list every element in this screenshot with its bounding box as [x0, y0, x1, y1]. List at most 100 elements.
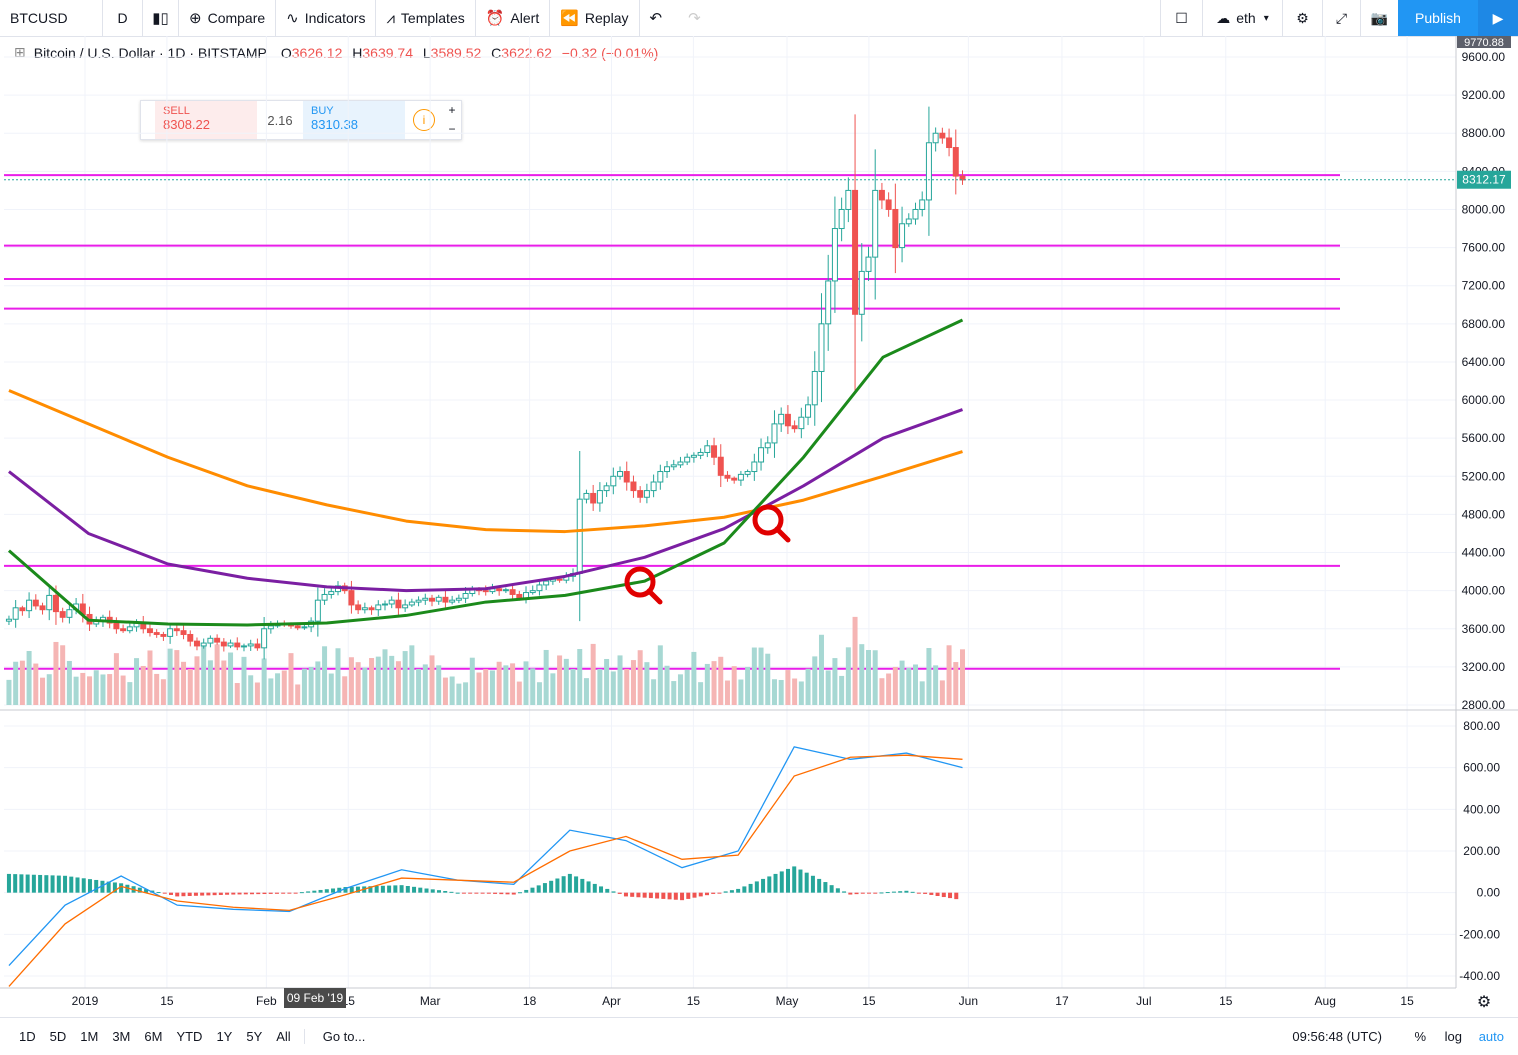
range-button-1m[interactable]: 1M — [80, 1029, 99, 1044]
plus-circle-icon: ⊕ — [189, 10, 202, 27]
snapshot-button[interactable]: 📷 — [1360, 0, 1398, 36]
macd-tick-label: 0.00 — [1477, 886, 1501, 900]
macd-histogram-bar — [642, 892, 647, 898]
candle-body — [637, 490, 644, 498]
macd-histogram-bar — [754, 881, 759, 893]
volume-bar — [342, 676, 348, 705]
candle-body — [5, 618, 12, 622]
settings-button[interactable]: ⚙ — [1282, 0, 1322, 36]
candle-body — [925, 142, 932, 201]
stream-button[interactable]: ▶ — [1478, 0, 1518, 36]
macd-histogram-bar — [418, 887, 423, 893]
candle-body — [529, 590, 536, 594]
macd-histogram-bar — [773, 873, 778, 893]
range-button-6m[interactable]: 6M — [144, 1029, 163, 1044]
legend-collapse-icon[interactable]: ⊞ — [14, 44, 26, 60]
alert-button[interactable]: ⏰ Alert — [476, 0, 551, 36]
range-button-5y[interactable]: 5Y — [246, 1029, 263, 1044]
templates-button[interactable]: ⩘ Templates — [376, 0, 476, 36]
info-icon[interactable]: i — [413, 109, 435, 131]
fullscreen-button[interactable]: ⤢ — [1322, 0, 1360, 36]
macd-histogram-bar — [6, 873, 11, 893]
percent-toggle[interactable]: % — [1414, 1029, 1426, 1044]
fullscreen-square-button[interactable]: ☐ — [1160, 0, 1202, 36]
macd-histogram-bar — [848, 892, 853, 895]
log-toggle[interactable]: log — [1445, 1029, 1462, 1044]
macd-histogram-bar — [137, 887, 142, 893]
volume-bar — [886, 673, 892, 705]
zoom-in-icon[interactable]: + — [448, 103, 456, 117]
candle-body — [610, 475, 617, 487]
macd-histogram-bar — [50, 875, 55, 893]
volume-bar — [355, 662, 361, 705]
publish-button[interactable]: Publish — [1398, 0, 1478, 36]
time-tick-label: 15 — [1400, 994, 1414, 1008]
magnifier-icon — [624, 566, 656, 598]
undo-button[interactable]: ↶ — [640, 0, 679, 36]
range-button-1y[interactable]: 1Y — [216, 1029, 233, 1044]
replay-button[interactable]: ⏪ Replay — [550, 0, 640, 36]
volume-bar — [604, 658, 610, 705]
symbol-search[interactable]: BTCUSD — [0, 0, 103, 36]
range-button-5d[interactable]: 5D — [49, 1029, 67, 1044]
compare-button[interactable]: ⊕ Compare — [179, 0, 277, 36]
candle-body — [865, 256, 872, 272]
buy-button[interactable]: BUY 8310.38 — [303, 101, 405, 139]
candle-body — [543, 580, 550, 586]
range-button-3m[interactable]: 3M — [112, 1029, 131, 1044]
goto-button[interactable]: Go to... — [303, 1029, 373, 1044]
macd-tick-label: -200.00 — [1459, 927, 1500, 941]
camera-icon: 📷 — [1370, 9, 1389, 26]
buy-label: BUY — [311, 105, 334, 117]
volume-bar — [758, 647, 764, 705]
sell-button[interactable]: SELL 8308.22 — [155, 101, 257, 139]
macd-histogram-bar — [711, 892, 716, 894]
macd-histogram-bar — [904, 890, 909, 893]
candle-body — [778, 413, 785, 425]
macd-histogram-bar — [785, 868, 790, 893]
ma50-line — [7, 318, 964, 627]
auto-toggle[interactable]: auto — [1479, 1029, 1504, 1044]
candle-body — [214, 637, 221, 643]
top-price-badge — [1457, 36, 1511, 48]
candle-body — [509, 589, 516, 595]
volume-bar — [644, 662, 650, 705]
macd-tick-label: 600.00 — [1463, 761, 1500, 775]
chart-type-button[interactable]: ▮▯ — [143, 0, 179, 36]
macd-histogram-bar — [44, 875, 49, 893]
candle-body — [899, 223, 906, 249]
volume-bar — [657, 645, 663, 705]
indicators-button[interactable]: ∿ Indicators — [276, 0, 377, 36]
macd-histogram-bar — [804, 872, 809, 893]
layout-button[interactable]: ☁ eth ▾ — [1202, 0, 1282, 36]
sell-label: SELL — [163, 105, 190, 117]
macd-histogram-bar — [860, 892, 865, 894]
candle-body — [952, 147, 959, 177]
macd-histogram-bar — [380, 885, 385, 893]
volume-bar — [66, 660, 72, 705]
range-button-1d[interactable]: 1D — [19, 1029, 36, 1044]
macd-histogram-bar — [212, 892, 217, 896]
clock[interactable]: 09:56:48 (UTC) — [1292, 1029, 1382, 1044]
macd-histogram-bar — [119, 883, 124, 893]
macd-histogram-bar — [268, 892, 273, 894]
volume-bar — [939, 680, 945, 705]
zoom-out-icon[interactable]: − — [448, 122, 456, 136]
price-chart[interactable]: 9600.009200.008800.008400.008000.007600.… — [0, 36, 1518, 1016]
interval-button[interactable]: D — [103, 0, 143, 36]
volume-bar — [369, 658, 375, 705]
redo-button[interactable]: ↷ — [678, 0, 717, 36]
range-button-all[interactable]: All — [276, 1029, 291, 1044]
volume-bar — [174, 650, 180, 705]
macd-histogram-bar — [200, 892, 205, 896]
range-button-ytd[interactable]: YTD — [176, 1029, 203, 1044]
open-label: O — [280, 44, 292, 61]
candle-body — [939, 132, 946, 139]
top-price-label: 9770.88 — [1464, 37, 1504, 49]
volume-bar — [765, 653, 771, 705]
macd-histogram-bar — [748, 883, 753, 893]
volume-bar — [207, 660, 213, 705]
volume-bar — [60, 645, 66, 705]
macd-histogram-bar — [842, 891, 847, 893]
macd-histogram-bar — [835, 888, 840, 893]
